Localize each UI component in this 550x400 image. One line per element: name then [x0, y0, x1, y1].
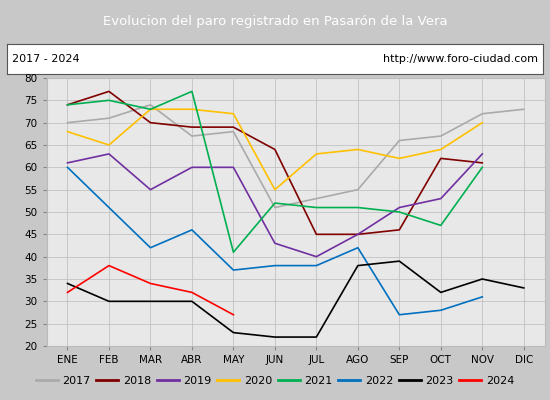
Text: http://www.foro-ciudad.com: http://www.foro-ciudad.com: [383, 54, 538, 64]
Legend: 2017, 2018, 2019, 2020, 2021, 2022, 2023, 2024: 2017, 2018, 2019, 2020, 2021, 2022, 2023…: [31, 372, 519, 390]
Text: 2017 - 2024: 2017 - 2024: [12, 54, 80, 64]
Text: Evolucion del paro registrado en Pasarón de la Vera: Evolucion del paro registrado en Pasarón…: [103, 14, 447, 28]
